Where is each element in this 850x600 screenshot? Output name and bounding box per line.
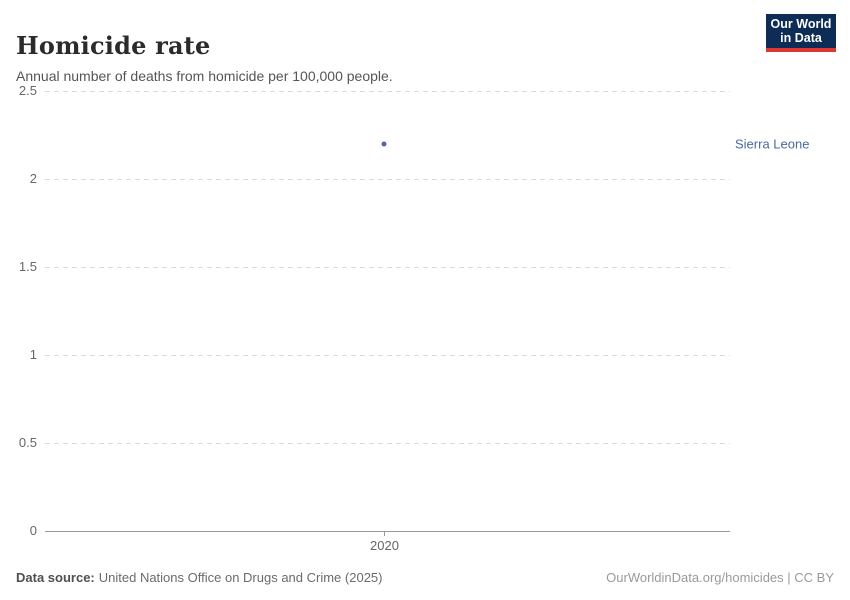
data-source-text: United Nations Office on Drugs and Crime… xyxy=(98,570,383,585)
data-source-label: Data source: xyxy=(16,570,95,585)
y-axis-tick-label: 1 xyxy=(29,347,37,362)
x-axis-tick-label: 2020 xyxy=(370,538,399,553)
owid-license-link[interactable]: OurWorldinData.org/homicides | CC BY xyxy=(606,570,834,585)
y-axis-tick-label: 0 xyxy=(29,523,37,538)
data-source-note: Data source: United Nations Office on Dru… xyxy=(16,570,382,585)
x-axis-line xyxy=(45,531,730,532)
y-axis-tick-label: 2 xyxy=(29,171,37,186)
y-axis-tick-label: 1.5 xyxy=(18,259,37,274)
y-gridline xyxy=(45,355,730,356)
owid-logo-line2: in Data xyxy=(780,31,822,45)
owid-logo[interactable]: Our World in Data xyxy=(766,14,836,52)
x-axis-tick xyxy=(384,531,386,536)
y-gridline xyxy=(45,179,730,180)
series-label-sierra-leone[interactable]: Sierra Leone xyxy=(735,136,810,152)
y-axis-tick-label: 0.5 xyxy=(18,435,37,450)
y-axis-tick-label: 2.5 xyxy=(18,83,37,98)
y-gridline xyxy=(45,267,730,268)
y-gridline xyxy=(45,91,730,92)
page-title: Homicide rate xyxy=(16,31,211,61)
chart-subtitle: Annual number of deaths from homicide pe… xyxy=(16,68,393,84)
y-gridline xyxy=(45,443,730,444)
data-point-sierra-leone[interactable] xyxy=(381,141,387,147)
owid-logo-line1: Our World xyxy=(770,17,832,31)
